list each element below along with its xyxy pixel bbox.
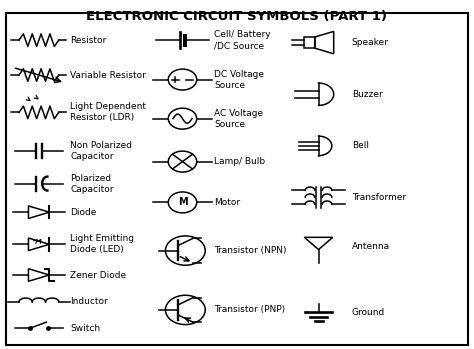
Text: Lamp/ Bulb: Lamp/ Bulb bbox=[214, 157, 265, 166]
Text: Antenna: Antenna bbox=[352, 242, 390, 251]
Text: Transistor (NPN): Transistor (NPN) bbox=[214, 246, 287, 255]
Text: Resistor: Resistor bbox=[70, 36, 106, 45]
Text: Diode: Diode bbox=[70, 208, 97, 217]
Text: Motor: Motor bbox=[214, 198, 240, 207]
Text: Polarized
Capacitor: Polarized Capacitor bbox=[70, 173, 114, 194]
Text: Light Emitting
Diode (LED): Light Emitting Diode (LED) bbox=[70, 234, 134, 254]
Text: Non Polarized
Capacitor: Non Polarized Capacitor bbox=[70, 141, 132, 161]
Text: ELECTRONIC CIRCUIT SYMBOLS (PART 1): ELECTRONIC CIRCUIT SYMBOLS (PART 1) bbox=[86, 10, 388, 23]
Text: AC Voltage
Source: AC Voltage Source bbox=[214, 109, 264, 129]
Text: Inductor: Inductor bbox=[70, 297, 108, 306]
Text: Zener Diode: Zener Diode bbox=[70, 270, 126, 280]
Text: Bell: Bell bbox=[352, 141, 369, 150]
Text: Variable Resistor: Variable Resistor bbox=[70, 70, 146, 80]
Text: Cell/ Battery
/DC Source: Cell/ Battery /DC Source bbox=[214, 30, 271, 50]
Text: Transformer: Transformer bbox=[352, 193, 406, 202]
Text: Buzzer: Buzzer bbox=[352, 90, 383, 99]
Text: Light Dependent
Resistor (LDR): Light Dependent Resistor (LDR) bbox=[70, 102, 146, 122]
Text: Ground: Ground bbox=[352, 308, 385, 317]
Text: Switch: Switch bbox=[70, 324, 100, 333]
Text: Speaker: Speaker bbox=[352, 38, 389, 47]
Text: M: M bbox=[178, 198, 187, 207]
Text: DC Voltage
Source: DC Voltage Source bbox=[214, 69, 264, 90]
Text: Transistor (PNP): Transistor (PNP) bbox=[214, 305, 285, 314]
